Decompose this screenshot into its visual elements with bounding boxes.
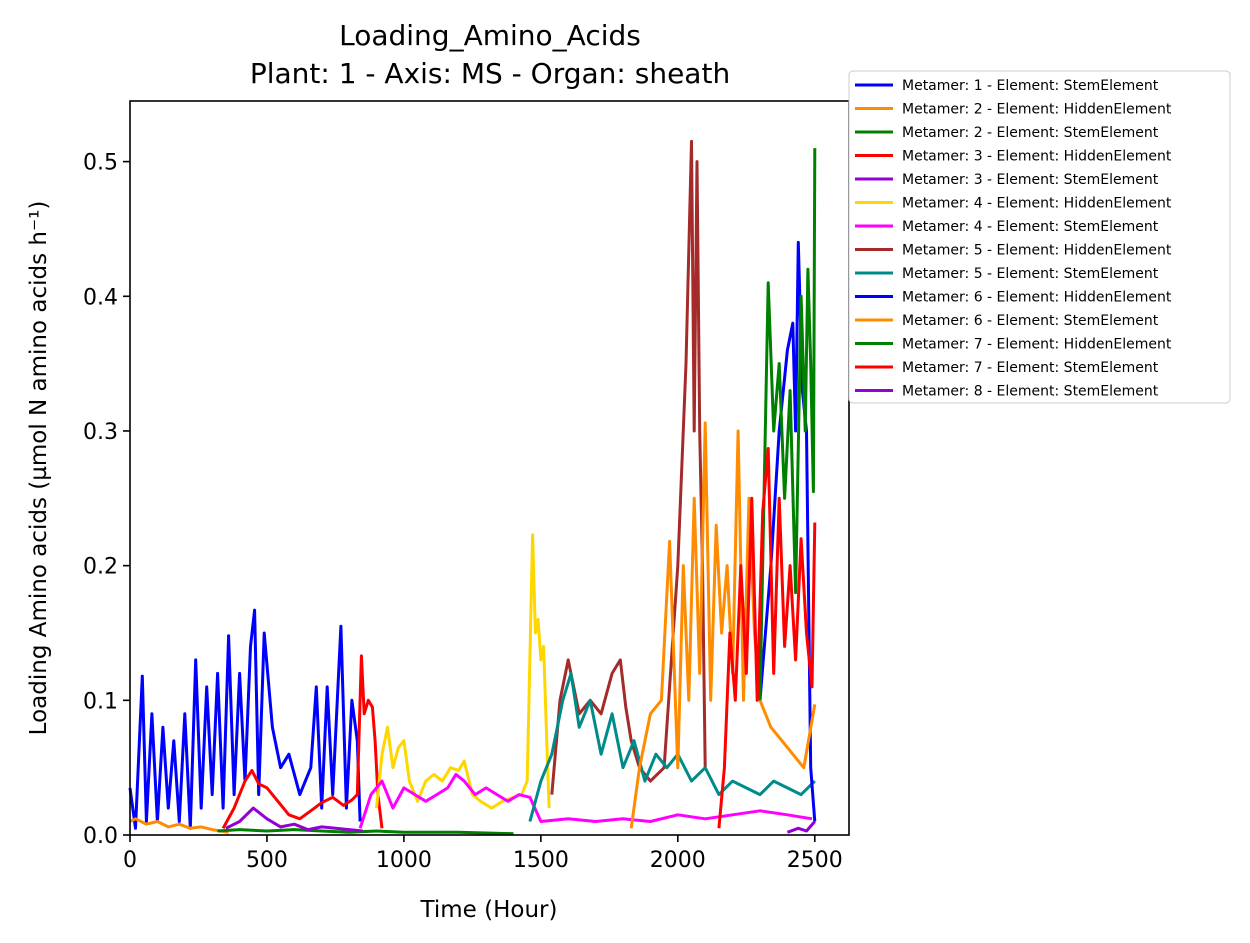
legend-entry: Metamer: 5 - Element: HiddenElement bbox=[902, 243, 1172, 259]
series-line-7 bbox=[358, 772, 813, 829]
y-tick-label: 0.0 bbox=[83, 824, 118, 849]
y-tick-label: 0.1 bbox=[83, 689, 118, 714]
series-line-10 bbox=[758, 240, 817, 822]
legend-entry: Metamer: 2 - Element: HiddenElement bbox=[902, 102, 1172, 118]
legend-entry: Metamer: 8 - Element: StemElement bbox=[902, 384, 1159, 400]
legend-entry: Metamer: 3 - Element: StemElement bbox=[902, 172, 1159, 188]
legend-entry: Metamer: 7 - Element: StemElement bbox=[902, 360, 1159, 376]
legend-entry: Metamer: 4 - Element: StemElement bbox=[902, 219, 1159, 235]
x-axis-label: Time (Hour) bbox=[420, 897, 558, 923]
series-layer bbox=[128, 139, 817, 836]
x-tick-label: 1500 bbox=[513, 848, 569, 873]
chart-subtitle: Plant: 1 - Axis: MS - Organ: sheath bbox=[250, 57, 730, 90]
legend-entry: Metamer: 7 - Element: HiddenElement bbox=[902, 337, 1172, 353]
x-tick-label: 2500 bbox=[787, 848, 843, 873]
series-line-13 bbox=[717, 447, 817, 829]
series-line-1 bbox=[128, 608, 362, 830]
series-line-5 bbox=[225, 806, 363, 833]
plot-frame bbox=[129, 100, 850, 836]
series-line-9 bbox=[528, 671, 816, 822]
y-tick-label: 0.2 bbox=[83, 555, 118, 580]
y-axis: 0.0 0.1 0.2 0.3 0.4 0.5 bbox=[83, 151, 130, 849]
series-line-2 bbox=[129, 817, 229, 834]
series-line-14 bbox=[786, 820, 816, 834]
legend-entry: Metamer: 3 - Element: HiddenElement bbox=[902, 149, 1172, 165]
series-line-4 bbox=[221, 654, 384, 830]
x-tick-label: 1000 bbox=[376, 848, 432, 873]
x-tick-label: 500 bbox=[246, 848, 288, 873]
legend: Metamer: 1 - Element: StemElement Metamer… bbox=[848, 70, 1231, 404]
series-line-3 bbox=[217, 828, 514, 836]
series-line-12 bbox=[758, 148, 817, 701]
legend-entry: Metamer: 6 - Element: HiddenElement bbox=[902, 290, 1172, 306]
x-tick-label: 0 bbox=[123, 848, 137, 873]
series-line-6 bbox=[375, 533, 551, 810]
series-line-11 bbox=[629, 421, 817, 829]
y-tick-label: 0.3 bbox=[83, 420, 118, 445]
legend-entry: Metamer: 4 - Element: HiddenElement bbox=[902, 196, 1172, 212]
legend-entry: Metamer: 6 - Element: StemElement bbox=[902, 313, 1159, 329]
legend-entry: Metamer: 2 - Element: StemElement bbox=[902, 125, 1159, 141]
x-axis: 0 500 1000 1500 2000 2500 bbox=[123, 835, 843, 873]
x-tick-label: 2000 bbox=[650, 848, 706, 873]
y-tick-label: 0.4 bbox=[83, 285, 118, 310]
legend-entry: Metamer: 5 - Element: StemElement bbox=[902, 266, 1159, 282]
y-tick-label: 0.5 bbox=[83, 151, 118, 176]
chart-title: Loading_Amino_Acids bbox=[339, 19, 641, 52]
legend-frame bbox=[848, 70, 1231, 404]
y-axis-label: Loading Amino acids (µmol N amino acids … bbox=[26, 201, 52, 736]
legend-entry: Metamer: 1 - Element: StemElement bbox=[902, 78, 1159, 94]
